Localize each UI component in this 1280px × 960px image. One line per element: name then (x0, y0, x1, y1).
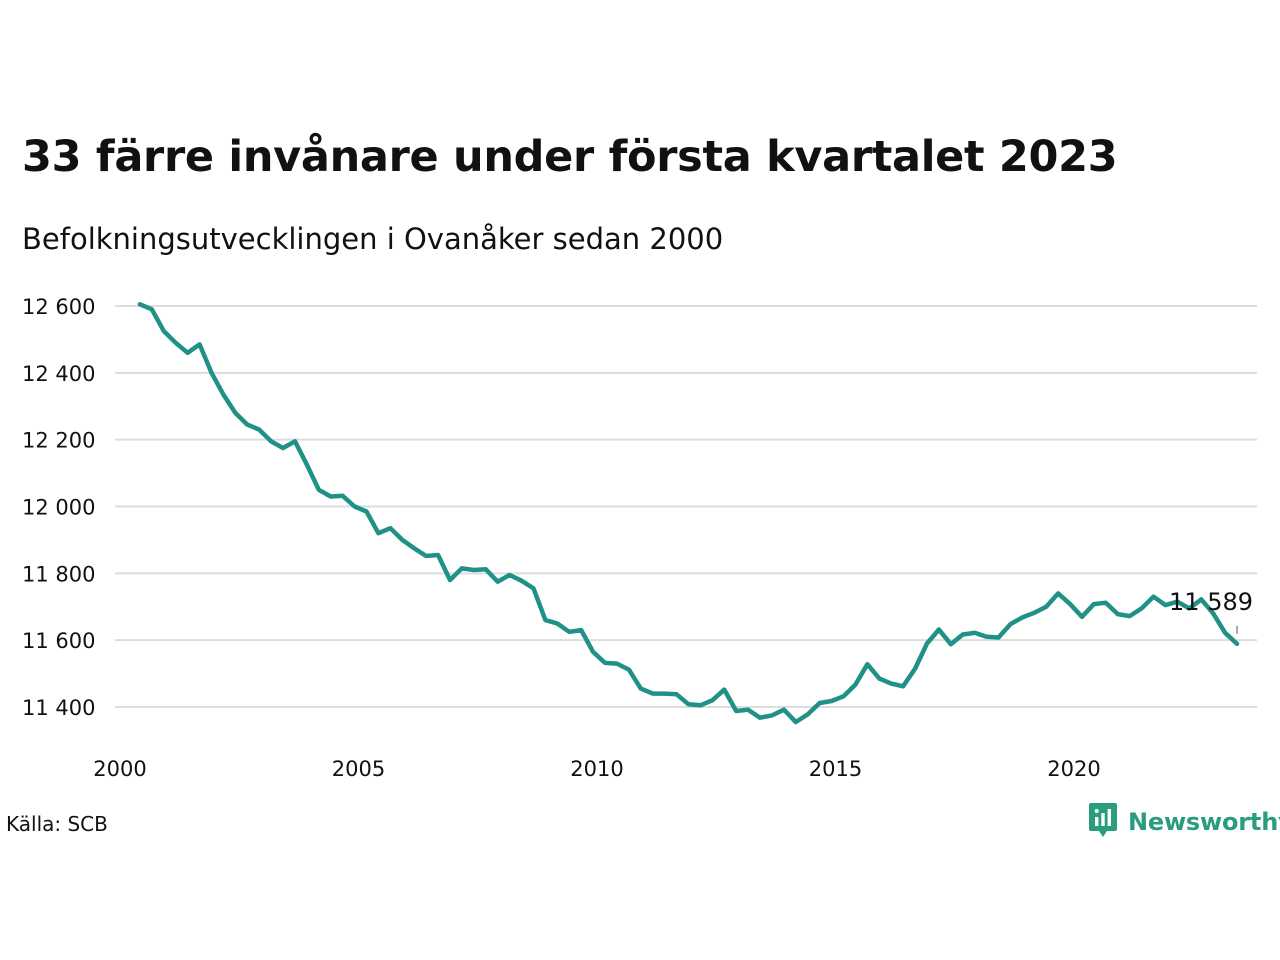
y-tick-label: 11 600 (22, 629, 95, 653)
brand-logo: Newsworthy (1088, 802, 1280, 842)
population-line (137, 302, 1240, 725)
source-note: Källa: SCB (6, 812, 108, 836)
y-tick-label: 12 400 (22, 362, 95, 386)
y-tick-label: 12 200 (22, 429, 95, 453)
chart-subtitle: Befolkningsutvecklingen i Ovanåker sedan… (22, 222, 724, 256)
gridlines (115, 305, 1257, 708)
y-axis-ticks: 11 400 11 600 11 800 12 000 12 200 12 400 12 6… (22, 295, 95, 720)
end-value-label: 11 589 (1169, 588, 1253, 616)
x-tick-label: 2000 (93, 757, 146, 781)
y-tick-label: 11 800 (22, 562, 95, 586)
y-tick-label: 11 400 (22, 696, 95, 720)
x-axis-ticks: 2000 2005 2010 2015 2020 (93, 757, 1100, 781)
x-tick-label: 2020 (1047, 757, 1100, 781)
chart-title: 33 färre invånare under första kvartalet… (22, 132, 1118, 182)
y-tick-label: 12 000 (22, 496, 95, 520)
x-tick-label: 2005 (332, 757, 385, 781)
x-tick-label: 2015 (809, 757, 862, 781)
x-tick-label: 2010 (570, 757, 623, 781)
y-tick-label: 12 600 (22, 295, 95, 319)
brand-name: Newsworthy (1128, 808, 1280, 836)
newsworthy-logo-icon (1088, 802, 1118, 842)
